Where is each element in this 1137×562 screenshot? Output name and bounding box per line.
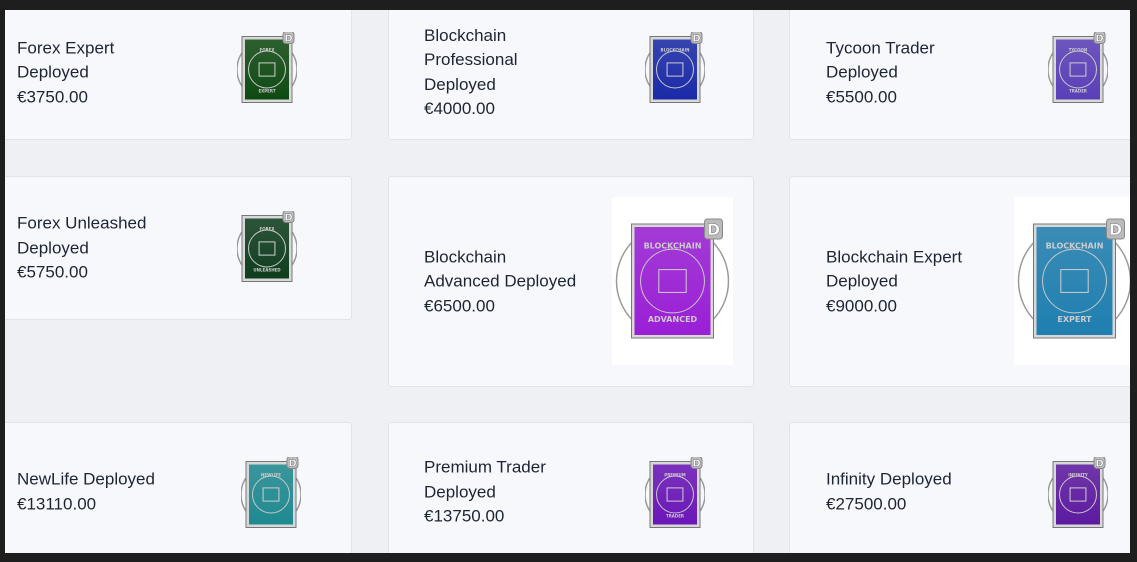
product-card[interactable]: Tycoon Trader Deployed €5500.00 TYCOON TRA… xyxy=(789,10,1130,140)
svg-text:EXPERT: EXPERT xyxy=(258,88,275,93)
tycoon-trader-badge-icon: TYCOON TRADER D xyxy=(1048,32,1108,107)
product-title: Forex Expert xyxy=(17,37,115,57)
premium-trader-badge-icon: PREMIUM TRADER D xyxy=(645,457,705,532)
svg-text:D: D xyxy=(1109,220,1122,239)
product-price: €4000.00 xyxy=(424,99,495,118)
product-title: Blockchain Expert xyxy=(826,246,963,266)
product-price: €3750.00 xyxy=(17,86,88,106)
product-card[interactable]: Blockchain Advanced Deployed €6500.00 BLOC… xyxy=(388,176,754,387)
product-card[interactable]: Blockchain Expert Deployed €9000.00 BLOCKC… xyxy=(789,176,1130,387)
svg-text:D: D xyxy=(284,34,292,45)
svg-text:BLOCKCHAIN: BLOCKCHAIN xyxy=(661,48,690,53)
infinity-badge-icon: INFINITY D xyxy=(1048,457,1108,532)
product-card[interactable]: Blockchain Professional Deployed €4000.00 B… xyxy=(388,10,754,140)
svg-text:UNLEASHED: UNLEASHED xyxy=(253,267,281,272)
svg-text:BLOCKCHAIN: BLOCKCHAIN xyxy=(644,242,702,251)
svg-text:D: D xyxy=(692,34,700,45)
svg-text:D: D xyxy=(692,459,700,470)
product-title: Deployed xyxy=(826,62,898,82)
product-price: €5500.00 xyxy=(826,86,897,106)
product-card[interactable]: NewLife Deployed €13110.00 NEWLIFE D xyxy=(5,422,352,553)
blockchain-advanced-badge-icon: BLOCKCHAIN ADVANCED D xyxy=(612,197,733,365)
product-title: Professional xyxy=(424,50,518,69)
product-title: Blockchain xyxy=(424,25,507,45)
svg-text:TRADER: TRADER xyxy=(666,513,684,518)
blockchain-expert-badge-icon: BLOCKCHAIN EXPERT D xyxy=(1014,197,1130,365)
product-title: Deployed xyxy=(826,271,898,291)
forex-unleashed-badge-icon: FOREX UNLEASHED D xyxy=(237,211,297,286)
product-card[interactable]: Forex Unleashed Deployed €5750.00 FOREX UN… xyxy=(5,176,352,320)
product-price: €27500.00 xyxy=(826,494,907,513)
svg-text:ADVANCED: ADVANCED xyxy=(648,315,698,324)
product-price: €6500.00 xyxy=(424,295,495,315)
product-title: Deployed xyxy=(424,74,496,94)
product-title: NewLife Deployed xyxy=(17,469,155,489)
product-title: Deployed xyxy=(17,62,89,82)
product-title: Advanced Deployed xyxy=(424,271,577,291)
svg-text:D: D xyxy=(1095,34,1103,45)
product-price: €9000.00 xyxy=(826,295,897,315)
product-price: €13750.00 xyxy=(424,506,505,526)
svg-text:FOREX: FOREX xyxy=(259,227,274,232)
deployed-products-grid: Forex Expert Deployed €3750.00 FOREX EXPER… xyxy=(5,10,1130,553)
product-title: Deployed xyxy=(424,481,496,501)
svg-text:INFINITY: INFINITY xyxy=(1068,473,1088,478)
forex-expert-badge-icon: FOREX EXPERT D xyxy=(237,32,297,107)
newlife-badge-icon: NEWLIFE D xyxy=(241,457,301,532)
svg-text:D: D xyxy=(288,459,296,470)
product-title: Tycoon Trader xyxy=(826,37,935,57)
product-card[interactable]: Premium Trader Deployed €13750.00 PREMIUM … xyxy=(388,422,754,553)
product-card[interactable]: Forex Expert Deployed €3750.00 FOREX EXPER… xyxy=(5,10,352,140)
svg-text:TRADER: TRADER xyxy=(1069,88,1087,93)
svg-text:NEWLIFE: NEWLIFE xyxy=(261,473,281,478)
product-title: Infinity Deployed xyxy=(826,469,952,489)
svg-text:D: D xyxy=(1095,459,1103,470)
product-price: €5750.00 xyxy=(17,262,88,282)
svg-text:EXPERT: EXPERT xyxy=(1057,315,1092,324)
svg-text:PREMIUM: PREMIUM xyxy=(664,473,685,478)
product-title: Blockchain xyxy=(424,246,507,266)
svg-text:FOREX: FOREX xyxy=(259,48,274,53)
svg-text:D: D xyxy=(284,213,292,224)
product-card[interactable]: Infinity Deployed €27500.00 INFINITY D xyxy=(789,422,1130,553)
svg-text:D: D xyxy=(707,220,720,239)
product-price: €13110.00 xyxy=(17,494,97,513)
product-title: Premium Trader xyxy=(424,457,546,477)
blockchain-professional-badge-icon: BLOCKCHAIN D xyxy=(645,32,705,107)
product-title: Forex Unleashed xyxy=(17,213,147,233)
svg-text:BLOCKCHAIN: BLOCKCHAIN xyxy=(1046,242,1104,251)
product-title: Deployed xyxy=(17,237,89,257)
svg-text:TYCOON: TYCOON xyxy=(1069,48,1088,53)
